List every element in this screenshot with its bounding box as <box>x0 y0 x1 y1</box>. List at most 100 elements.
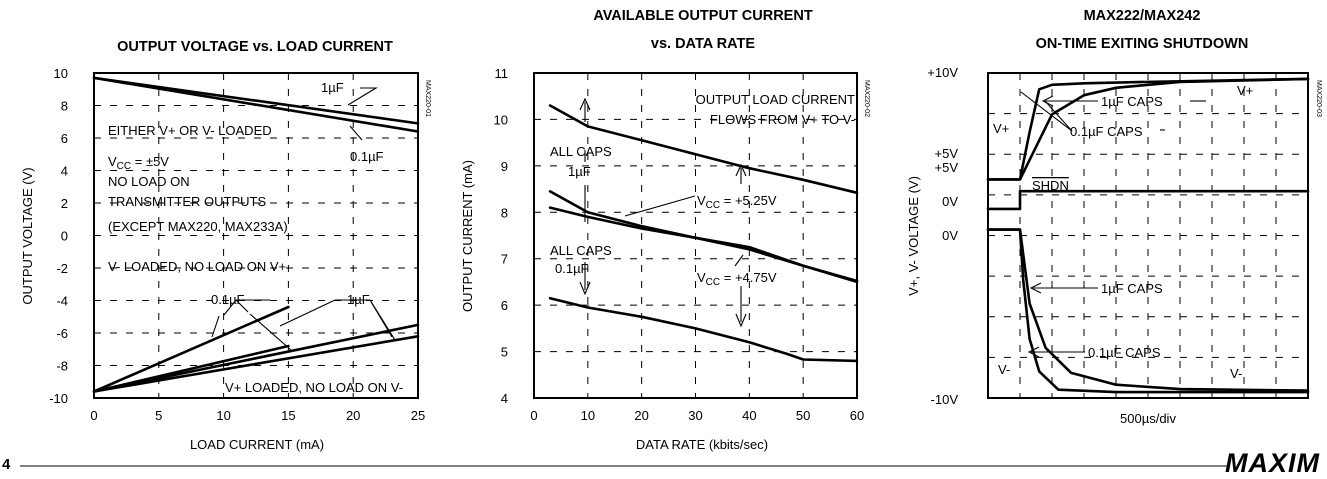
chart3-title: MAX222/MAX242 <box>1084 8 1201 24</box>
chart-output-current: AVAILABLE OUTPUT CURRENT vs. DATA RATE M… <box>460 8 870 452</box>
chart3-ann-01uF-caps-top: 0.1µF CAPS <box>1070 124 1143 139</box>
chart1-ytick: -4 <box>56 294 68 309</box>
chart3-ytick: -10V <box>931 392 959 407</box>
chart-on-time: MAX222/MAX242 ON-TIME EXITING SHUTDOWN M… <box>906 8 1322 426</box>
chart1-frame <box>93 72 419 399</box>
chart1-ytick: 4 <box>61 164 68 179</box>
chart2-ytick: 4 <box>501 391 508 406</box>
chart2-series <box>548 104 859 363</box>
chart1-xtick: 0 <box>90 408 97 423</box>
chart2-frame <box>533 72 858 399</box>
chart3-ann-vminus-right: V- <box>1230 366 1242 381</box>
chart1-series-3 <box>92 305 290 393</box>
chart3-ytick: 0V <box>942 194 958 209</box>
chart1-leaders <box>211 87 396 351</box>
chart3-side-code: MAX220-03 <box>1315 80 1322 117</box>
chart1-ann-1uF-low: 1µF <box>347 292 370 307</box>
chart2-ann-vcc475: VCC = +4.75V <box>697 270 777 288</box>
chart2-xtick: 0 <box>530 408 537 423</box>
chart2-ann-flow1: OUTPUT LOAD CURRENT <box>696 92 855 107</box>
chart2-ann-vcc525: VCC = +5.25V <box>697 193 777 211</box>
chart2-xtick: 10 <box>581 408 595 423</box>
chart1-xtick: 5 <box>155 408 162 423</box>
chart2-ytick: 7 <box>501 252 508 267</box>
chart3-frame <box>987 72 1309 399</box>
chart1-ytick: 2 <box>61 196 68 211</box>
chart2-ytick: 5 <box>501 345 508 360</box>
chart3-ann-vplus-left: V+ <box>993 121 1009 136</box>
chart2-series-3 <box>548 206 859 283</box>
page-number: 4 <box>2 456 11 473</box>
chart1-xlabel: LOAD CURRENT (mA) <box>190 437 324 452</box>
chart3-series-3 <box>986 189 1310 211</box>
chart3-ann-shdn: SHDN <box>1032 178 1069 193</box>
chart2-side-code: MAX220-02 <box>863 80 870 117</box>
chart3-series-5 <box>986 228 1310 392</box>
chart2-xlabel: DATA RATE (kbits/sec) <box>636 437 768 452</box>
chart3-ytick: 0V <box>942 228 958 243</box>
chart2-xtick: 60 <box>850 408 864 423</box>
chart2-ytick: 11 <box>495 66 509 81</box>
chart1-ann-01uF-low: 0.1µF <box>211 292 245 307</box>
chart1-xtick: 10 <box>216 408 230 423</box>
chart1-ann-01uF: 0.1µF <box>350 149 384 164</box>
chart1-xtick: 25 <box>411 408 425 423</box>
chart2-title: AVAILABLE OUTPUT CURRENT <box>593 8 813 24</box>
chart3-ann-1uF-caps-low: 1µF CAPS <box>1101 281 1163 296</box>
chart2-series-1 <box>548 104 859 195</box>
chart3-ytick: +5V <box>935 146 959 161</box>
chart1-ann-either: EITHER V+ OR V- LOADED <box>108 123 272 138</box>
chart3-series-1 <box>986 77 1310 181</box>
chart3-ann-vminus-left: V- <box>998 362 1010 377</box>
chart3-ylabel: V+, V- VOLTAGE (V) <box>906 176 921 296</box>
chart1-ann-transmitter: TRANSMITTER OUTPUTS <box>108 194 266 209</box>
chart3-series-2 <box>986 77 1310 181</box>
chart3-ytick: +10V <box>927 65 958 80</box>
chart1-ytick: -10 <box>49 391 68 406</box>
chart1-title: OUTPUT VOLTAGE vs. LOAD CURRENT <box>117 39 393 55</box>
chart1-ann-vcc: VCC = ±5V <box>108 154 169 172</box>
chart2-ann-allcaps-1: ALL CAPS <box>550 144 612 159</box>
chart1-ytick: -2 <box>56 261 68 276</box>
chart1-series-4 <box>92 334 420 393</box>
chart2-title2: vs. DATA RATE <box>651 36 756 52</box>
chart1-ytick: 8 <box>61 99 68 114</box>
chart3-ann-vplus-top: V+ <box>1237 83 1253 98</box>
chart2-leaders <box>579 97 747 328</box>
chart1-series-6 <box>92 323 420 393</box>
chart1-ann-1uF: 1µF <box>321 80 344 95</box>
chart1-ylabel: OUTPUT VOLTAGE (V) <box>20 167 35 304</box>
chart2-ann-flow2: FLOWS FROM V+ TO V- <box>710 112 855 127</box>
chart3-ann-01uF-caps-low: 0.1µF CAPS <box>1088 345 1161 360</box>
chart2-ytick: 9 <box>501 159 508 174</box>
page-footer: 4 MAXIM <box>2 448 1320 478</box>
chart3-leaders <box>1020 91 1206 358</box>
maxim-logo: MAXIM <box>1225 448 1320 474</box>
chart1-ann-noload: NO LOAD ON <box>108 174 190 189</box>
chart2-xtick: 50 <box>796 408 810 423</box>
chart3-title2: ON-TIME EXITING SHUTDOWN <box>1036 36 1249 52</box>
chart1-ytick: 10 <box>54 66 68 81</box>
chart1-xtick: 15 <box>281 408 295 423</box>
chart2-ytick: 6 <box>501 298 508 313</box>
chart2-ann-allcaps-2: ALL CAPS <box>550 243 612 258</box>
chart-output-voltage: OUTPUT VOLTAGE vs. LOAD CURRENT MAX220-0… <box>20 39 431 452</box>
chart1-ann-except: (EXCEPT MAX220, MAX233A) <box>108 219 288 234</box>
chart3-grid: +10V +5V+5V 0V 0V -10V <box>927 65 1309 407</box>
chart2-annotations: OUTPUT LOAD CURRENT FLOWS FROM V+ TO V- … <box>550 92 855 288</box>
chart1-ytick: -8 <box>56 359 68 374</box>
chart2-ylabel: OUTPUT CURRENT (mA) <box>460 160 475 312</box>
chart2-ann-01uF: 0.1µF <box>555 261 589 276</box>
chart1-ytick: 0 <box>61 229 68 244</box>
chart1-series <box>92 76 420 393</box>
chart1-side-code: MAX220-01 <box>424 80 431 117</box>
chart2-ytick: 10 <box>494 112 508 127</box>
chart1-annotations: 1µF EITHER V+ OR V- LOADED 0.1µF VCC = ±… <box>108 80 403 395</box>
chart1-series-2 <box>92 76 420 133</box>
chart2-xtick: 20 <box>634 408 648 423</box>
chart3-ann-1uF-caps-top: 1µF CAPS <box>1101 94 1163 109</box>
chart3-xlabel: 500µs/div <box>1120 411 1176 426</box>
chart1-xtick: 20 <box>346 408 360 423</box>
